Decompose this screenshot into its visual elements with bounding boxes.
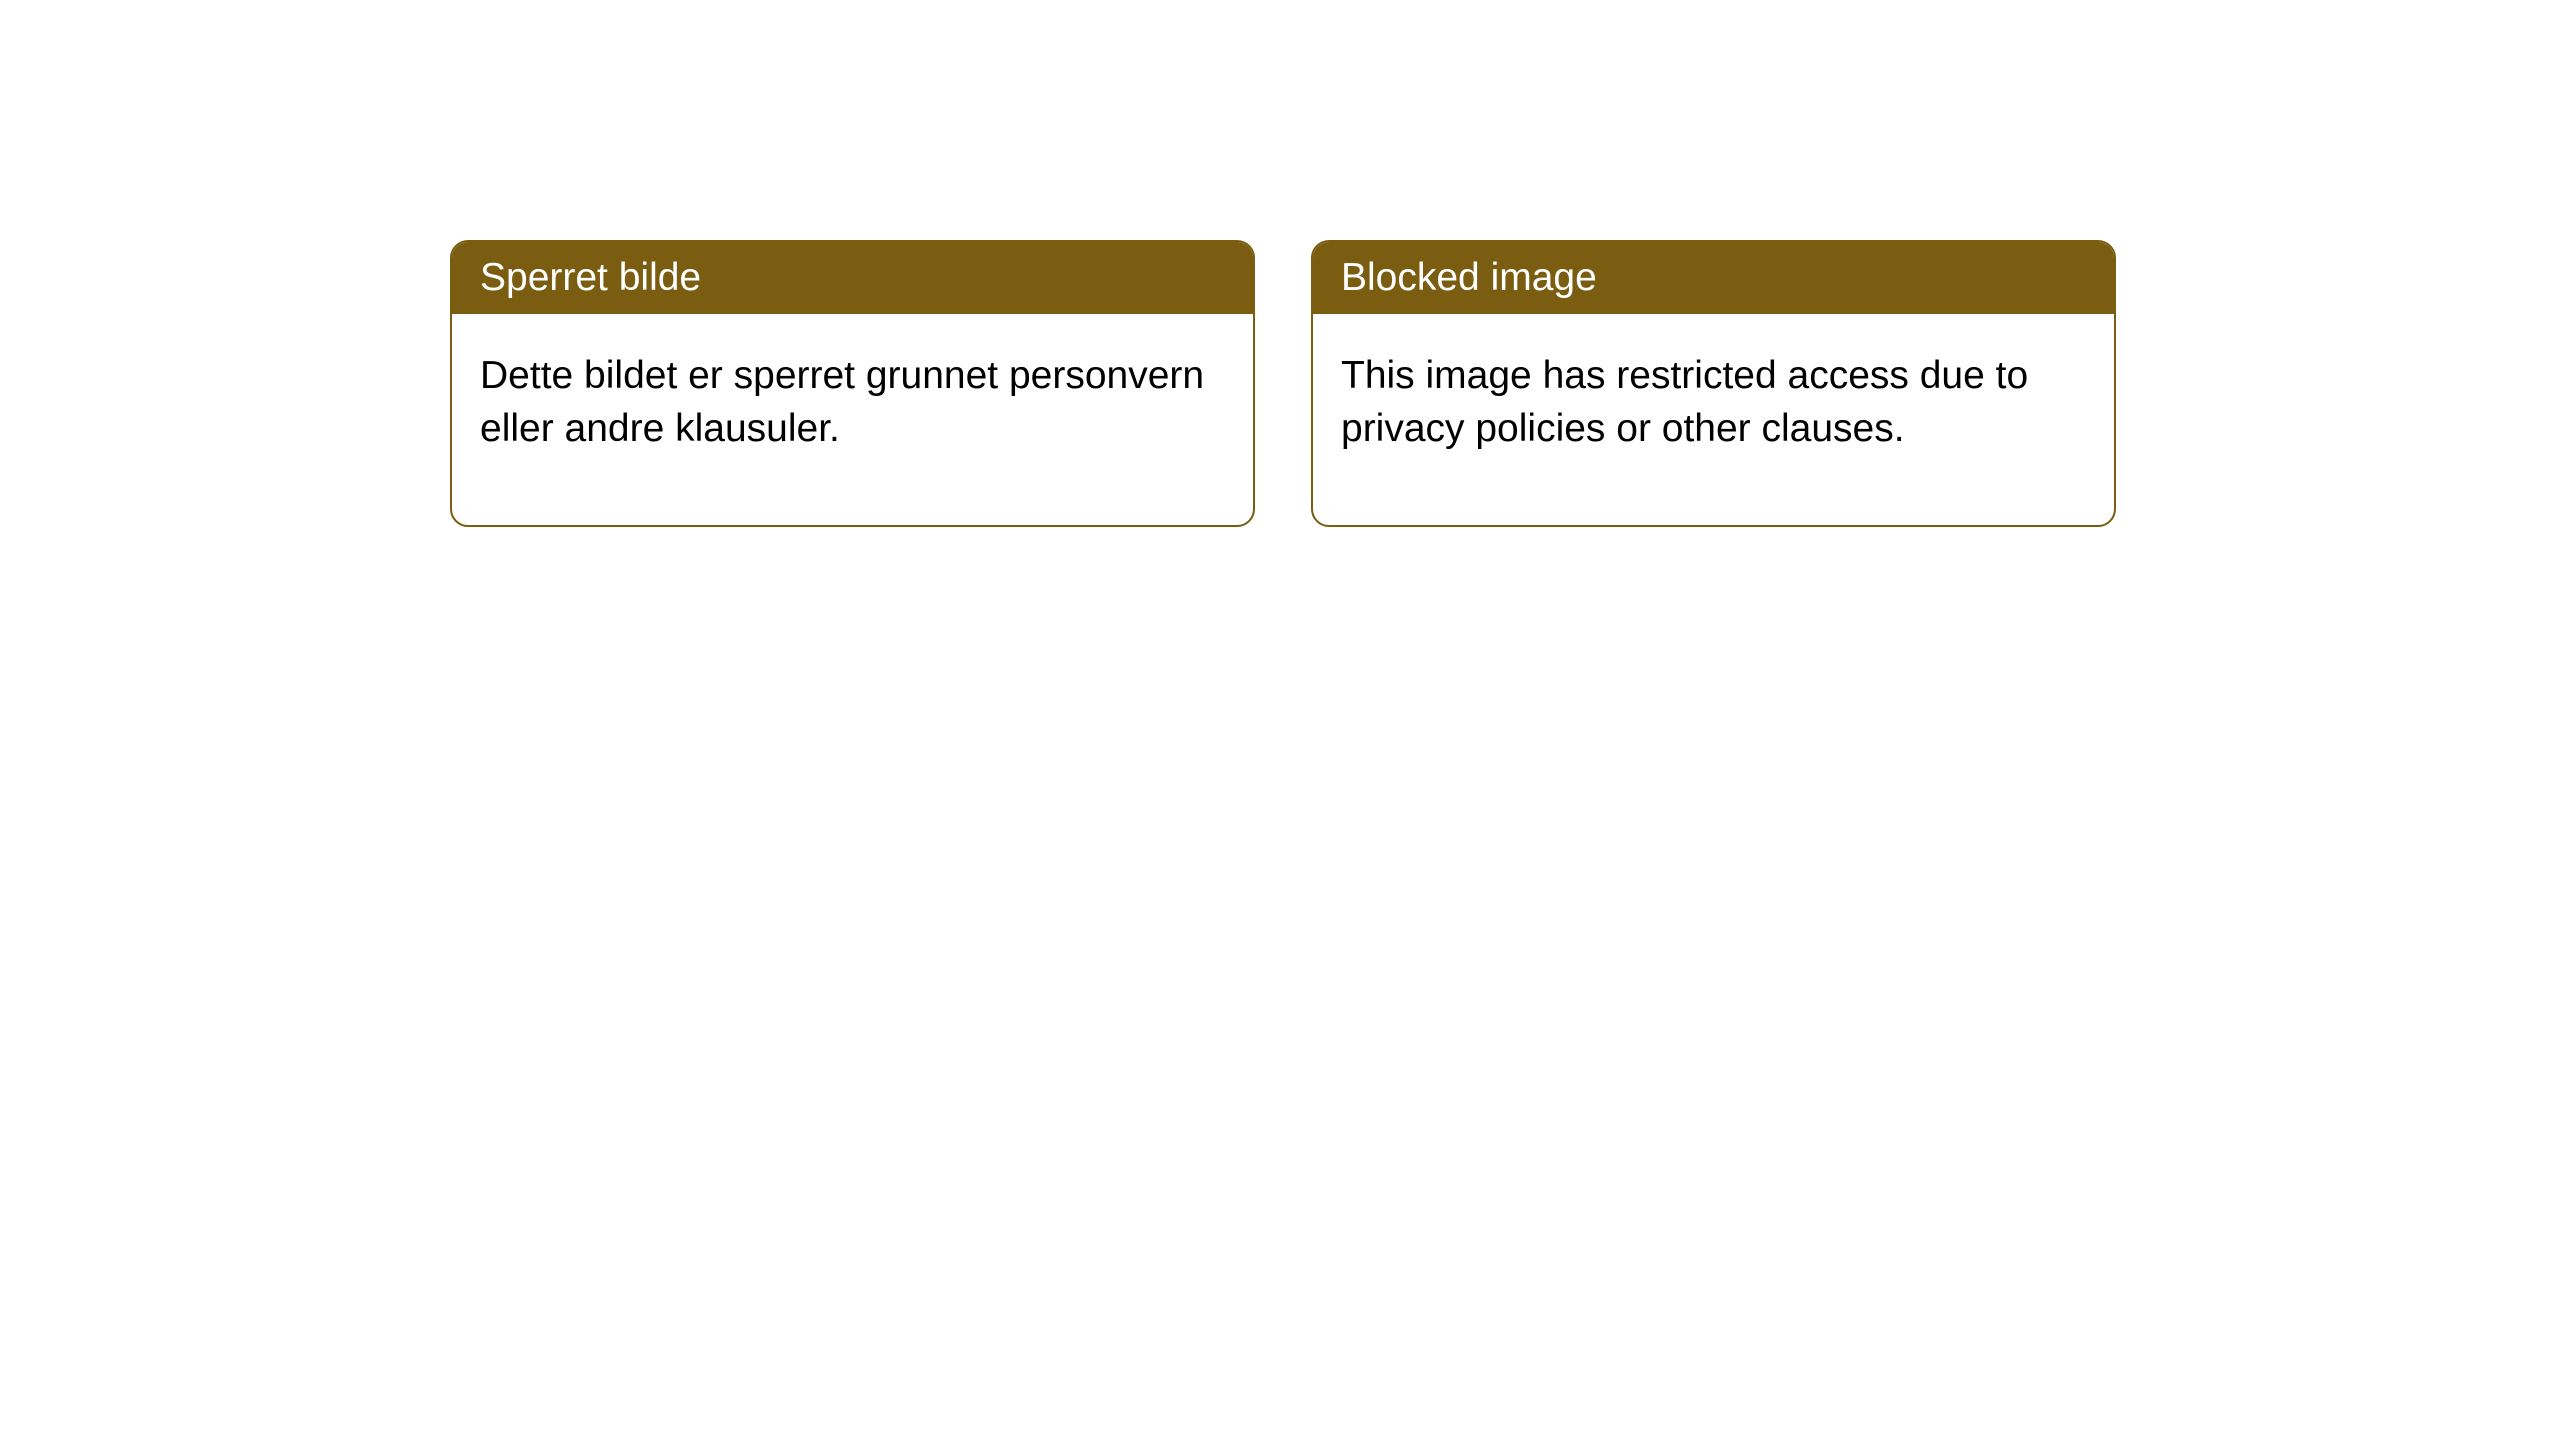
card-header: Blocked image <box>1313 242 2114 314</box>
notice-card-norwegian: Sperret bilde Dette bildet er sperret gr… <box>450 240 1255 527</box>
card-title: Sperret bilde <box>480 256 701 299</box>
card-title: Blocked image <box>1341 256 1597 299</box>
notice-card-english: Blocked image This image has restricted … <box>1311 240 2116 527</box>
card-body: This image has restricted access due to … <box>1313 314 2114 525</box>
card-body: Dette bildet er sperret grunnet personve… <box>452 314 1253 525</box>
notice-cards-container: Sperret bilde Dette bildet er sperret gr… <box>0 0 2560 527</box>
card-body-text: Dette bildet er sperret grunnet personve… <box>480 354 1204 450</box>
card-header: Sperret bilde <box>452 242 1253 314</box>
card-body-text: This image has restricted access due to … <box>1341 354 2028 450</box>
